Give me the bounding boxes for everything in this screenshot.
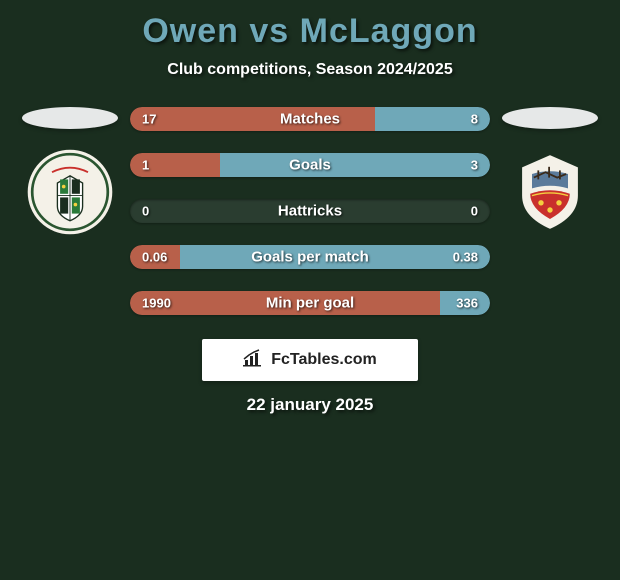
stat-value-right: 336 xyxy=(456,296,478,311)
comparison-subtitle: Club competitions, Season 2024/2025 xyxy=(0,61,620,79)
stat-bar-hattricks: 0 Hattricks 0 xyxy=(130,199,490,223)
stat-bar-goals: 1 Goals 3 xyxy=(130,153,490,177)
stat-bar-min-per-goal: 1990 Min per goal 336 xyxy=(130,291,490,315)
brand-chart-icon xyxy=(243,349,265,372)
stat-label: Min per goal xyxy=(130,295,490,312)
stat-value-right: 0 xyxy=(471,204,478,219)
right-player-col xyxy=(500,107,600,237)
stat-value-right: 8 xyxy=(471,112,478,127)
brand-text: FcTables.com xyxy=(271,351,377,369)
stat-bar-goals-per-match: 0.06 Goals per match 0.38 xyxy=(130,245,490,269)
stats-bars: 17 Matches 8 1 Goals 3 0 Hattricks 0 xyxy=(130,107,490,315)
brand-box: FcTables.com xyxy=(202,339,418,381)
right-club-badge-icon xyxy=(505,147,595,237)
stat-label: Goals per match xyxy=(130,249,490,266)
stat-label: Hattricks xyxy=(130,203,490,220)
left-player-col xyxy=(20,107,120,237)
stat-value-right: 0.38 xyxy=(453,250,478,265)
comparison-title: Owen vs McLaggon xyxy=(0,12,620,51)
comparison-main: 17 Matches 8 1 Goals 3 0 Hattricks 0 xyxy=(0,107,620,315)
stat-label: Matches xyxy=(130,111,490,128)
stat-bar-matches: 17 Matches 8 xyxy=(130,107,490,131)
left-club-badge-icon xyxy=(25,147,115,237)
stat-label: Goals xyxy=(130,157,490,174)
date-text: 22 january 2025 xyxy=(0,395,620,415)
right-player-name-oval xyxy=(502,107,598,129)
stat-value-right: 3 xyxy=(471,158,478,173)
left-player-name-oval xyxy=(22,107,118,129)
